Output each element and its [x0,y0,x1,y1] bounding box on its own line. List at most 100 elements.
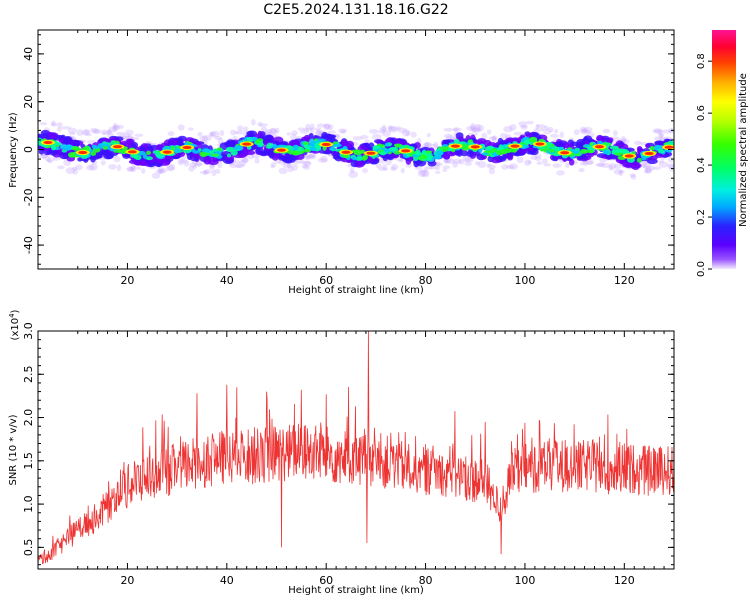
spectrogram-y-tick-label: 0 [22,146,35,153]
spectrogram-halo-cell [209,131,216,137]
spectrogram-halo-cell [667,163,674,170]
spectrogram-core-cell [435,150,444,156]
spectrogram-halo-cell [424,142,429,149]
spectrogram-halo-cell [81,129,90,136]
spectrogram-halo-cell [471,128,481,133]
spectrogram-halo-cell [189,162,197,168]
spectrogram-core-cell [495,150,505,156]
spectrogram-peak [162,150,172,154]
spectrogram-halo-cell [397,127,407,133]
spectrogram-halo-cell [41,152,46,160]
spectrogram-band-cell [576,139,586,147]
spectrogram-core-cell [355,156,363,161]
spectrogram-halo-cell [388,126,398,133]
spectrogram-halo-cell [581,130,591,135]
spectrogram-halo-cell [435,164,440,171]
spectrogram-core-cell [586,149,594,154]
spectrogram-band-cell [326,134,337,139]
spectrogram-core-cell [384,142,389,147]
spectrogram-halo-cell [157,167,166,171]
spectrogram-halo-cell [268,128,278,135]
figure-title: C2E5.2024.131.18.16.G22 [263,2,448,18]
spectrogram-halo-cell [535,123,540,130]
spectrogram-halo-cell [187,127,194,131]
spectrogram-halo-cell [657,129,663,136]
spectrogram-halo-cell [237,125,244,131]
spectrogram-halo-cell [608,165,614,171]
snr-panel: 20 40 60 80 100 120 0.5 1.0 1.5 2.0 2.5 3.0 Height … [8,309,675,596]
snr-x-tick-label: 80 [419,574,433,587]
spectrogram-halo-cell [526,120,534,125]
spectrogram-halo-cell [127,167,135,172]
spectrogram-core-cell [302,148,309,153]
spectrogram-halo-cell [658,160,665,164]
spectrogram-halo-cell [579,126,587,132]
spectrogram-halo-cell [38,154,48,159]
colorbar-tick-label: 0.8 [696,53,707,69]
spectrogram-halo-cell [410,131,417,138]
spectrogram-peak [560,151,570,155]
spectrogram-halo-cell [314,127,322,131]
spectrogram-halo-cell [229,163,237,169]
spectrogram-halo-cell [414,166,423,170]
spectrogram-halo-cell [601,162,610,168]
spectrogram-core-cell [609,145,618,150]
spectrogram-halo-cell [305,154,310,160]
spectrogram-band-cell [226,139,235,145]
spectrogram-halo-cell [131,136,140,141]
spectrogram-halo-cell [112,124,120,131]
spectrogram-halo-cell [264,129,273,136]
spectrogram-halo-cell [242,126,249,133]
spectrogram-core-cell [91,144,97,149]
spectrogram-halo-cell [112,122,118,130]
spectrogram-peak [450,144,460,148]
spectrogram-peak [664,145,674,149]
spectrogram-halo-cell [445,135,456,141]
spectrogram-halo-cell [301,164,309,169]
spectrogram-band-cell [654,140,665,146]
spectrogram-band-cell [427,160,437,167]
spectrogram-halo-cell [536,161,543,165]
spectrogram-halo-cell [323,123,331,130]
spectrogram-core-cell [641,155,647,161]
spectrogram-halo-cell [68,132,76,136]
spectrogram-halo-cell [516,156,524,164]
spectrogram-core-cell [109,148,116,152]
spectrogram-halo-cell [209,163,215,170]
spectrogram-halo-cell [573,160,578,165]
spectrogram-halo-cell [116,131,126,136]
spectrogram-halo-cell [235,163,245,168]
spectrogram-x-tick-label: 20 [120,274,134,287]
spectrogram-halo-cell [57,122,63,128]
spectrogram-halo-cell [602,128,611,134]
spectrogram-band-cell [94,153,103,159]
spectrogram-core-cell [199,151,208,157]
spectrogram-halo-cell [217,161,223,169]
spectrogram-halo-cell [327,130,337,134]
spectrogram-halo-cell [61,126,72,130]
spectrogram-halo-cell [618,169,625,174]
spectrogram-halo-cell [317,157,328,163]
spectrogram-halo-cell [491,136,497,143]
spectrogram-halo-cell [134,133,144,137]
spectrogram-halo-cell [234,131,239,135]
spectrogram-halo-cell [401,129,411,137]
snr-y-tick-label: 1.0 [22,495,35,513]
spectrogram-halo-cell [76,129,84,137]
spectrogram-halo-cell [113,156,121,163]
spectrogram-halo-cell [286,163,292,168]
spectrogram-halo-cell [352,136,363,141]
spectrogram-halo-cell [661,129,671,134]
spectrogram-core-cell [393,143,402,147]
spectrogram-halo-cell [167,131,175,137]
spectrogram-halo-cell [167,163,176,171]
spectrogram-halo-cell [421,173,429,178]
spectrogram-band-cell [203,156,212,165]
spectrogram-halo-cell [435,170,441,174]
spectrogram-halo-cell [595,162,606,168]
spectrogram-core-cell [602,149,610,155]
snr-x-tick-label: 40 [220,574,234,587]
spectrogram-halo-cell [124,129,134,136]
spectrogram-halo-cell [381,124,387,132]
spectrogram-halo-cell [232,135,238,140]
